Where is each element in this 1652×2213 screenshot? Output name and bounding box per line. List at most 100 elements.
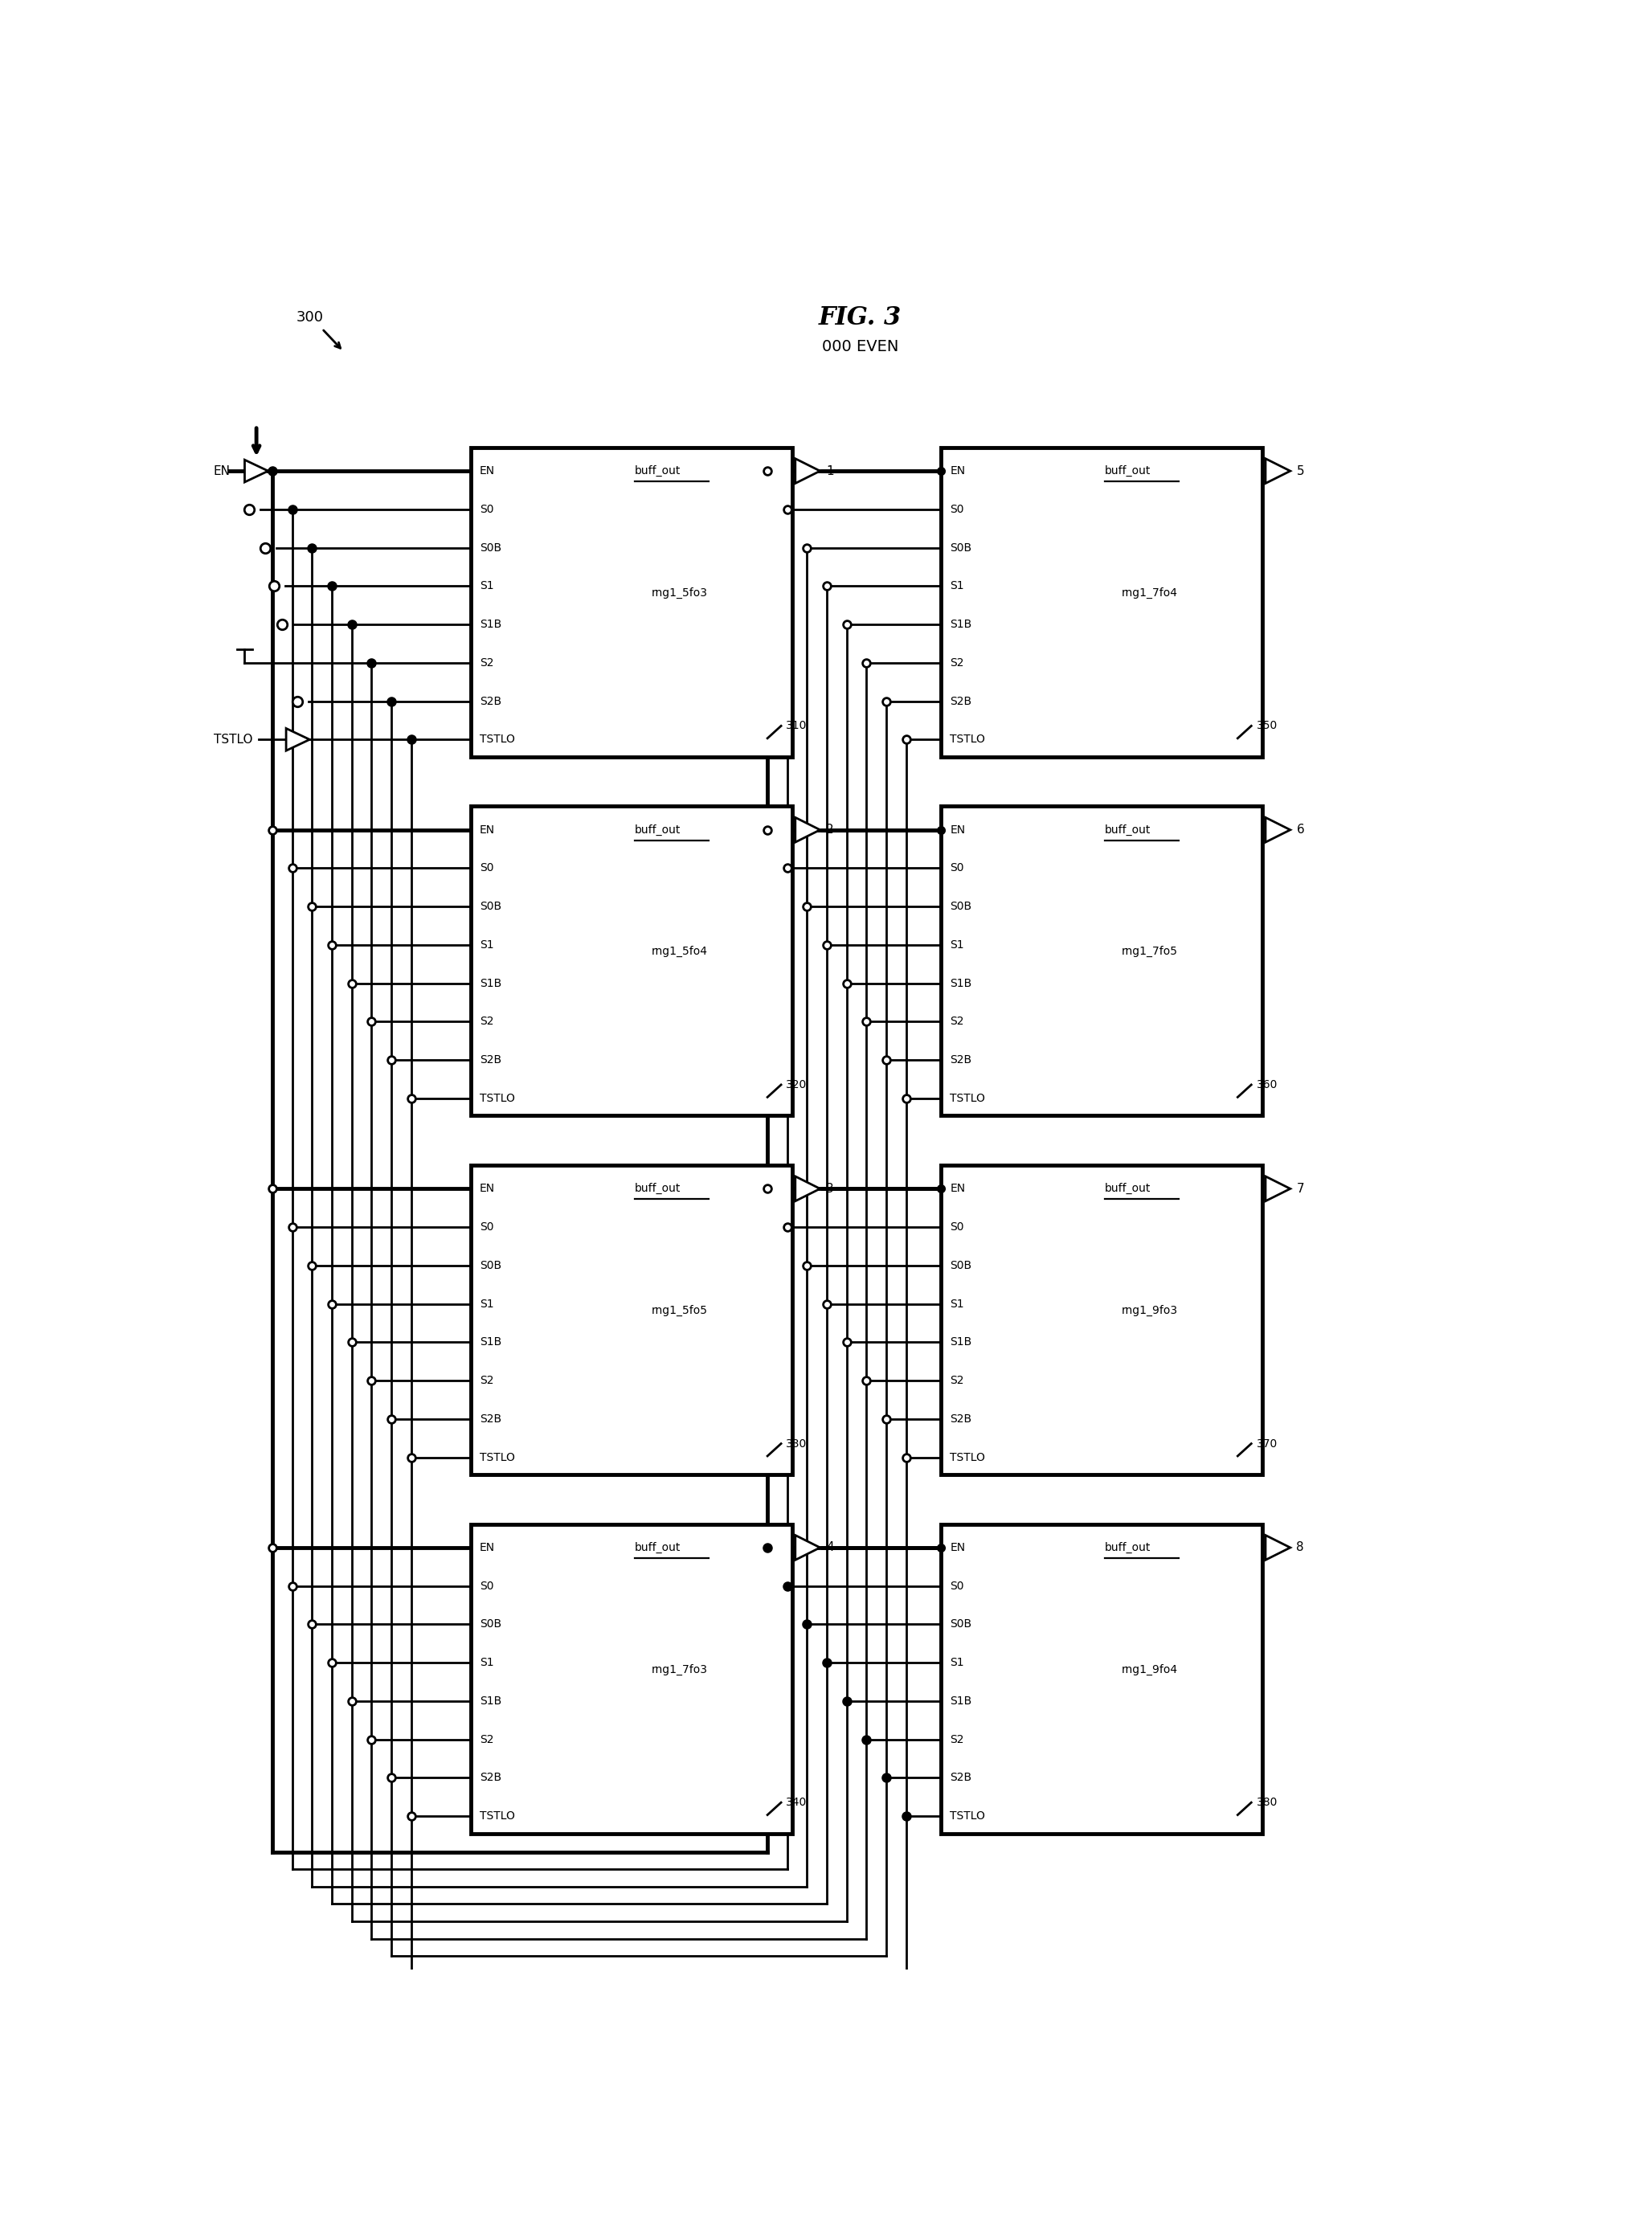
Text: TSTLO: TSTLO (479, 735, 515, 746)
Text: rng1_7fo4: rng1_7fo4 (1122, 586, 1178, 598)
Text: S0B: S0B (950, 1259, 971, 1270)
Text: 2: 2 (826, 823, 834, 837)
Text: 1: 1 (826, 465, 834, 478)
Text: TSTLO: TSTLO (950, 735, 985, 746)
Text: S0B: S0B (950, 901, 971, 912)
Text: S1: S1 (479, 580, 494, 591)
Text: S1B: S1B (950, 620, 971, 631)
Text: S1: S1 (950, 938, 965, 952)
Text: S1B: S1B (950, 978, 971, 989)
Bar (471, 806, 793, 1115)
Text: S1B: S1B (479, 1695, 502, 1706)
Polygon shape (286, 728, 309, 750)
Text: 310: 310 (786, 719, 808, 733)
Text: buff_out: buff_out (1105, 823, 1151, 837)
Text: S1: S1 (950, 580, 965, 591)
Text: S2B: S2B (950, 1773, 971, 1784)
Bar (940, 806, 1262, 1115)
Text: 320: 320 (786, 1080, 808, 1091)
Polygon shape (795, 817, 819, 843)
Polygon shape (1265, 817, 1290, 843)
Text: S0B: S0B (479, 1618, 502, 1631)
Text: S2B: S2B (950, 695, 971, 706)
Text: buff_out: buff_out (1105, 1542, 1151, 1554)
Text: buff_out: buff_out (634, 823, 681, 837)
Text: S2B: S2B (479, 1773, 502, 1784)
Text: S1B: S1B (479, 1337, 502, 1348)
Text: 7: 7 (1297, 1182, 1303, 1195)
Text: rng1_5fo5: rng1_5fo5 (651, 1306, 707, 1317)
Polygon shape (795, 458, 819, 482)
Text: TSTLO: TSTLO (213, 733, 253, 746)
Text: 5: 5 (1297, 465, 1303, 478)
Text: S0: S0 (479, 505, 494, 516)
Text: 380: 380 (1256, 1797, 1277, 1808)
Text: 330: 330 (786, 1438, 808, 1450)
Text: S1B: S1B (950, 1695, 971, 1706)
Text: S2B: S2B (479, 1414, 502, 1425)
Text: S2B: S2B (479, 1053, 502, 1067)
Text: EN: EN (950, 1184, 965, 1195)
Text: S2: S2 (479, 1733, 494, 1746)
Text: EN: EN (950, 465, 965, 476)
Text: EN: EN (479, 1542, 496, 1554)
Text: S0: S0 (479, 1580, 494, 1591)
Text: S1: S1 (950, 1299, 965, 1310)
Text: TSTLO: TSTLO (950, 1093, 985, 1104)
Text: EN: EN (479, 823, 496, 837)
Text: rng1_5fo4: rng1_5fo4 (651, 947, 707, 958)
Text: S0B: S0B (479, 901, 502, 912)
Text: S2: S2 (950, 1016, 965, 1027)
Text: S1B: S1B (479, 978, 502, 989)
Text: S2: S2 (950, 657, 965, 668)
Bar (940, 1525, 1262, 1832)
Bar (471, 1166, 793, 1474)
Text: buff_out: buff_out (634, 465, 681, 476)
Text: 300: 300 (296, 310, 324, 325)
Text: S0B: S0B (479, 1259, 502, 1270)
Text: rng1_7fo3: rng1_7fo3 (651, 1664, 707, 1675)
Text: EN: EN (950, 1542, 965, 1554)
Bar (471, 1525, 793, 1832)
Polygon shape (1265, 458, 1290, 482)
Text: S2B: S2B (950, 1414, 971, 1425)
Polygon shape (1265, 1177, 1290, 1202)
Text: 8: 8 (1297, 1542, 1303, 1554)
Text: buff_out: buff_out (634, 1542, 681, 1554)
Text: S1: S1 (479, 1299, 494, 1310)
Text: S2: S2 (479, 1016, 494, 1027)
Text: S0: S0 (950, 505, 965, 516)
Polygon shape (795, 1536, 819, 1560)
Text: S2: S2 (950, 1733, 965, 1746)
Text: rng1_7fo5: rng1_7fo5 (1122, 947, 1178, 958)
Text: S0: S0 (479, 1222, 494, 1233)
Text: S0: S0 (479, 863, 494, 874)
Bar (471, 447, 793, 757)
Text: buff_out: buff_out (634, 1184, 681, 1195)
Bar (940, 1166, 1262, 1474)
Text: TSTLO: TSTLO (479, 1810, 515, 1821)
Text: rng1_9fo3: rng1_9fo3 (1122, 1306, 1178, 1317)
Text: EN: EN (950, 823, 965, 837)
Text: 350: 350 (1256, 719, 1277, 733)
Text: S1B: S1B (479, 620, 502, 631)
Text: 340: 340 (786, 1797, 808, 1808)
Text: TSTLO: TSTLO (479, 1093, 515, 1104)
Text: S2: S2 (479, 657, 494, 668)
Text: TSTLO: TSTLO (950, 1810, 985, 1821)
Text: S1B: S1B (950, 1337, 971, 1348)
Text: S0: S0 (950, 1222, 965, 1233)
Polygon shape (244, 460, 268, 482)
Text: S0B: S0B (950, 1618, 971, 1631)
Text: 360: 360 (1256, 1080, 1277, 1091)
Text: S2: S2 (950, 1374, 965, 1385)
Text: 3: 3 (826, 1182, 834, 1195)
Text: S2B: S2B (479, 695, 502, 706)
Text: rng1_9fo4: rng1_9fo4 (1122, 1664, 1178, 1675)
Text: EN: EN (479, 1184, 496, 1195)
Text: 4: 4 (826, 1542, 834, 1554)
Text: S0: S0 (950, 863, 965, 874)
Text: TSTLO: TSTLO (950, 1452, 985, 1463)
Text: S1: S1 (950, 1658, 965, 1669)
Text: S1: S1 (479, 1658, 494, 1669)
